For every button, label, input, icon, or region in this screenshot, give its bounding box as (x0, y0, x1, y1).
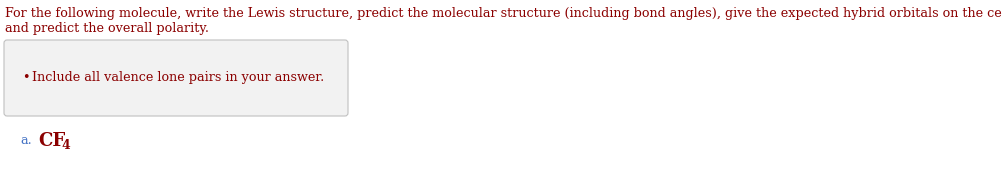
Text: and predict the overall polarity.: and predict the overall polarity. (5, 22, 209, 35)
FancyBboxPatch shape (4, 40, 348, 116)
Text: CF: CF (38, 132, 65, 150)
Text: •: • (22, 72, 29, 84)
Text: a.: a. (20, 134, 32, 147)
Text: 4: 4 (61, 139, 70, 152)
Text: Include all valence lone pairs in your answer.: Include all valence lone pairs in your a… (32, 72, 325, 84)
Text: For the following molecule, write the Lewis structure, predict the molecular str: For the following molecule, write the Le… (5, 7, 1002, 20)
